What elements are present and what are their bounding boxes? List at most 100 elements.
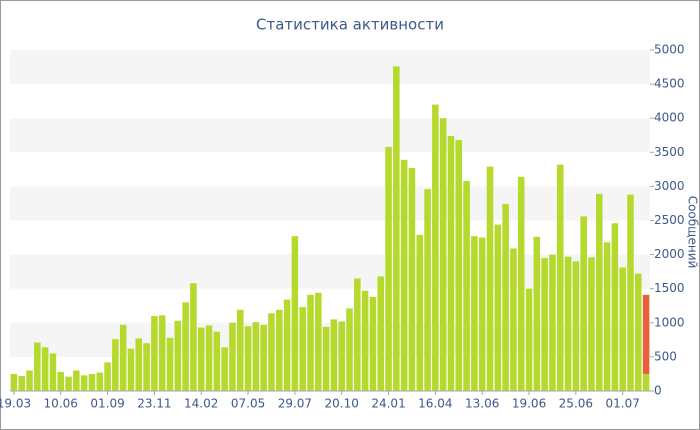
bar [416, 234, 424, 391]
bar [393, 66, 400, 392]
bar [275, 309, 283, 391]
y-tick-label: 2000 [654, 247, 685, 261]
bar [57, 371, 65, 391]
y-tick-label: 0 [654, 384, 662, 398]
bar [322, 326, 330, 391]
bar [88, 373, 96, 391]
x-tick-label: 23.11 [137, 397, 171, 411]
bar [361, 290, 369, 391]
bar [627, 194, 634, 391]
bar [471, 236, 478, 391]
bar [197, 327, 205, 391]
x-tick-label: 20.10 [325, 397, 359, 411]
bar [517, 176, 525, 391]
bar [385, 146, 392, 391]
x-tick-label: 01.09 [90, 397, 124, 411]
grid-band [10, 50, 650, 85]
bar [190, 283, 197, 391]
bar [588, 257, 595, 391]
y-tick-label: 3500 [654, 145, 685, 159]
bar [26, 370, 33, 391]
bar [572, 261, 580, 391]
bar [73, 370, 80, 391]
bar [556, 164, 564, 391]
y-tick-label: 1500 [654, 281, 685, 295]
bar [432, 104, 439, 391]
y-axis-label: Сообщений [686, 196, 700, 269]
x-tick-label: 13.06 [465, 397, 499, 411]
bar [205, 325, 213, 391]
bar [299, 307, 306, 391]
bar [260, 324, 267, 391]
bar [80, 375, 88, 391]
bar [268, 313, 275, 391]
bar [533, 236, 541, 391]
bar [49, 353, 57, 391]
bar [65, 376, 72, 391]
bar [307, 294, 314, 391]
bar [174, 320, 182, 391]
bar [158, 315, 166, 391]
grid-band [10, 118, 650, 153]
bar [112, 339, 119, 391]
y-tick-label: 1000 [654, 315, 685, 329]
bar [143, 343, 150, 391]
bar [338, 321, 345, 391]
y-tick-label: 500 [654, 349, 677, 363]
bar [252, 322, 260, 391]
bar [182, 302, 189, 391]
bar [283, 299, 291, 391]
bar [151, 315, 158, 391]
bar [494, 224, 502, 391]
bar [408, 167, 416, 391]
bar [603, 242, 611, 391]
bar [635, 273, 642, 391]
y-tick-label: 2500 [654, 213, 685, 227]
bar [541, 258, 548, 391]
bar [315, 292, 322, 391]
x-tick-label: 19.03 [0, 397, 31, 411]
bar [486, 166, 494, 391]
bar [34, 342, 41, 391]
y-tick-label: 4000 [654, 111, 685, 125]
bar [369, 296, 377, 391]
chart-title: Статистика активности [256, 16, 444, 34]
bar [642, 373, 650, 391]
bar [135, 338, 143, 391]
bar [447, 135, 455, 391]
bar [595, 193, 603, 391]
bar [400, 159, 408, 391]
bar [642, 294, 650, 374]
x-tick-label: 24.01 [371, 397, 405, 411]
bar [291, 236, 299, 391]
bar [549, 254, 556, 391]
bar [502, 204, 509, 391]
bar [18, 375, 25, 391]
grid-band [10, 186, 650, 221]
bar [611, 223, 619, 391]
bar [580, 216, 587, 391]
bar [96, 372, 104, 391]
bar [463, 180, 470, 391]
bar [564, 256, 572, 391]
bar [330, 319, 338, 391]
bar [127, 348, 135, 391]
bar [41, 347, 49, 391]
y-tick-label: 5000 [654, 43, 685, 57]
y-tick-label: 3000 [654, 179, 685, 193]
x-tick-label: 14.02 [184, 397, 218, 411]
bar [439, 118, 447, 391]
bar [424, 189, 431, 391]
bar [377, 276, 385, 391]
bar [229, 322, 236, 391]
bar [619, 267, 626, 391]
bar [525, 288, 533, 391]
bar [236, 309, 244, 391]
bar [354, 278, 361, 391]
x-tick-label: 19.06 [512, 397, 546, 411]
bar [213, 331, 221, 391]
bar [104, 362, 111, 391]
x-tick-label: 10.06 [44, 397, 78, 411]
bar [478, 237, 486, 391]
